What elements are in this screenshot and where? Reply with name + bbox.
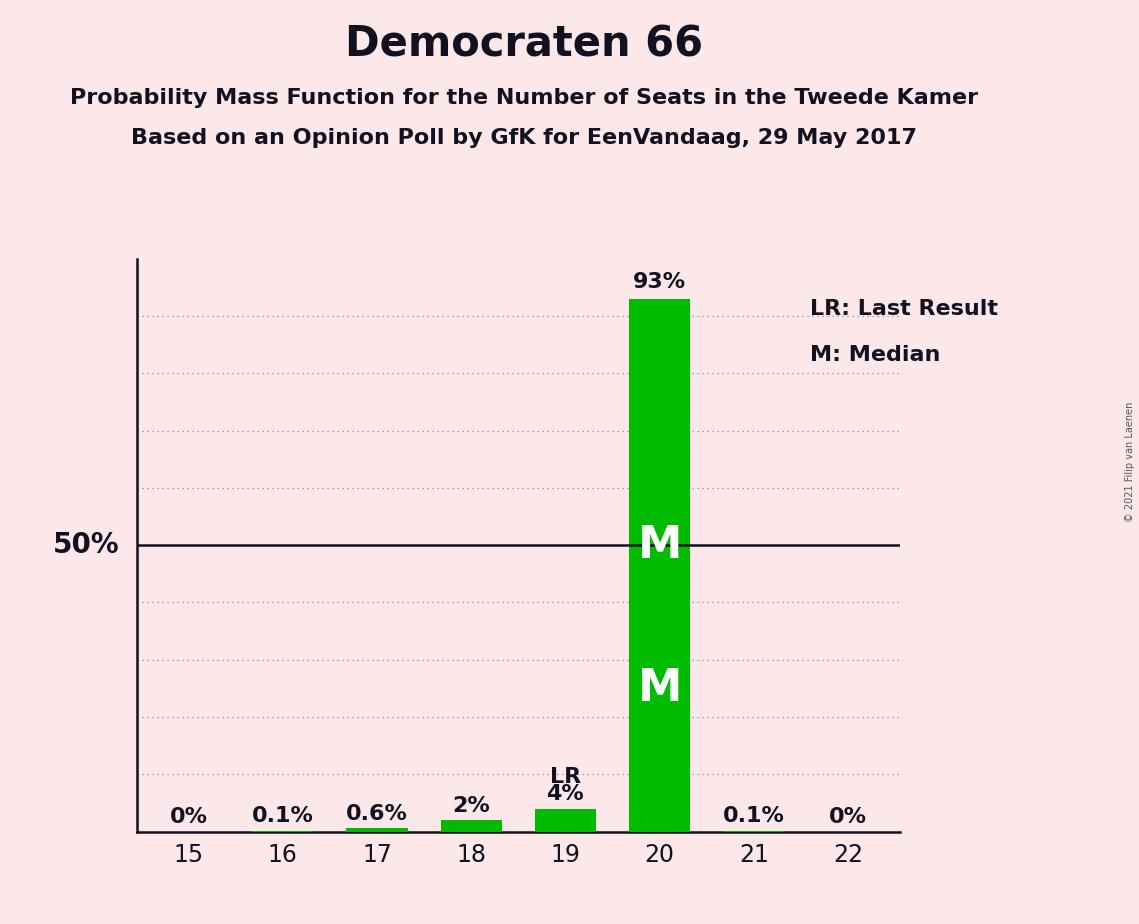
- Text: M: M: [638, 667, 682, 710]
- Text: Democraten 66: Democraten 66: [345, 23, 703, 65]
- Text: 0.6%: 0.6%: [346, 804, 408, 823]
- Text: LR: Last Result: LR: Last Result: [810, 298, 998, 319]
- Text: 0%: 0%: [170, 807, 207, 827]
- Text: © 2021 Filip van Laenen: © 2021 Filip van Laenen: [1125, 402, 1134, 522]
- Bar: [346, 828, 408, 832]
- Text: Probability Mass Function for the Number of Seats in the Tweede Kamer: Probability Mass Function for the Number…: [69, 88, 978, 108]
- Text: 93%: 93%: [633, 272, 686, 292]
- Bar: [534, 808, 596, 832]
- Text: 0%: 0%: [829, 807, 867, 827]
- Text: M: Median: M: Median: [810, 345, 941, 365]
- Text: LR: LR: [550, 767, 581, 787]
- Text: 2%: 2%: [452, 796, 490, 816]
- Text: 0.1%: 0.1%: [723, 807, 785, 826]
- Text: Based on an Opinion Poll by GfK for EenVandaag, 29 May 2017: Based on an Opinion Poll by GfK for EenV…: [131, 128, 917, 148]
- Bar: [441, 821, 502, 832]
- Text: M: M: [638, 524, 682, 566]
- Bar: [629, 298, 690, 832]
- Text: 0.1%: 0.1%: [252, 807, 313, 826]
- Text: 50%: 50%: [54, 531, 120, 559]
- Text: 4%: 4%: [547, 784, 584, 804]
